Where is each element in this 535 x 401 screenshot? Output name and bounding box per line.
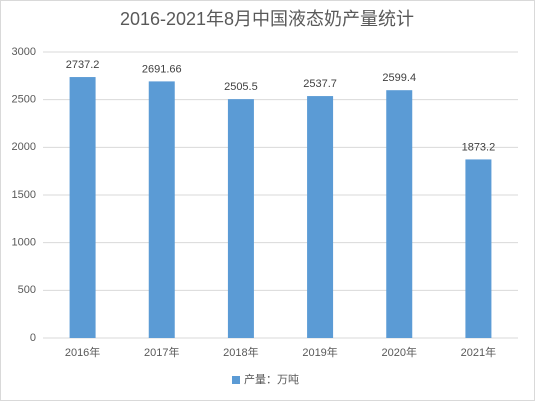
data-label: 2599.4 xyxy=(382,72,416,84)
y-tick-label: 1500 xyxy=(12,189,36,201)
bar xyxy=(69,77,96,339)
x-tick-label: 2018年 xyxy=(223,345,258,359)
x-tick-label: 2019年 xyxy=(302,345,337,359)
legend-label: 产量：万吨 xyxy=(244,372,299,386)
x-tick-label: 2020年 xyxy=(382,345,417,359)
y-tick-label: 0 xyxy=(30,332,36,344)
y-tick-label: 3000 xyxy=(12,46,36,58)
bar xyxy=(386,90,413,338)
chart-title: 2016-2021年8月中国液态奶产量统计 xyxy=(120,9,414,29)
data-label: 2537.7 xyxy=(303,78,337,90)
x-tick-label: 2016年 xyxy=(65,345,100,359)
y-tick-label: 2500 xyxy=(12,94,36,106)
x-tick-label: 2021年 xyxy=(461,345,496,359)
bar xyxy=(465,159,492,338)
data-label: 2505.5 xyxy=(224,81,258,93)
bar xyxy=(227,99,254,338)
data-label: 2737.2 xyxy=(66,59,100,71)
y-tick-label: 1000 xyxy=(12,237,36,249)
data-label: 2691.66 xyxy=(142,63,182,75)
y-tick-label: 2000 xyxy=(12,141,36,153)
bar xyxy=(148,81,175,338)
data-label: 1873.2 xyxy=(462,141,496,153)
y-tick-label: 500 xyxy=(18,284,36,296)
x-tick-label: 2017年 xyxy=(144,345,179,359)
bar xyxy=(307,96,334,338)
legend-swatch xyxy=(232,376,240,384)
